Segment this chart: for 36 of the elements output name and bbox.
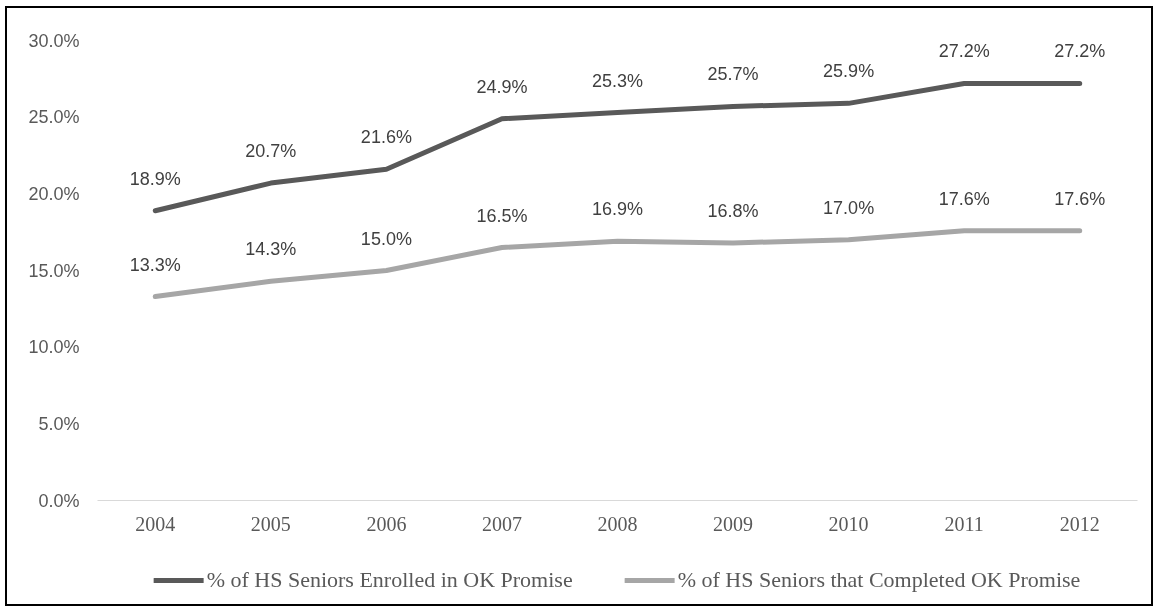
- x-tick-label: 2010: [828, 512, 869, 535]
- x-tick-label: 2006: [366, 512, 407, 535]
- y-tick-label: 15.0%: [28, 260, 80, 281]
- y-tick-label: 20.0%: [28, 183, 80, 204]
- data-label: 24.9%: [476, 76, 528, 97]
- y-tick-label: 5.0%: [38, 413, 80, 434]
- data-label: 14.3%: [245, 239, 297, 260]
- x-tick-label: 2009: [713, 512, 754, 535]
- data-label: 17.0%: [823, 197, 875, 218]
- data-label: 27.2%: [1054, 41, 1106, 62]
- x-tick-label: 2007: [481, 512, 522, 535]
- data-label: 15.0%: [360, 228, 412, 249]
- x-tick-label: 2004: [135, 512, 176, 535]
- data-label: 18.9%: [129, 168, 181, 189]
- y-tick-label: 0.0%: [38, 490, 80, 511]
- data-label: 16.8%: [707, 200, 759, 221]
- x-tick-label: 2005: [250, 512, 291, 535]
- legend-label: % of HS Seniors Enrolled in OK Promise: [206, 567, 573, 593]
- data-label: 25.3%: [591, 70, 644, 91]
- data-label: 17.6%: [938, 188, 990, 209]
- legend-label: % of HS Seniors that Completed OK Promise: [677, 567, 1081, 593]
- y-tick-label: 25.0%: [28, 107, 80, 128]
- data-label: 25.9%: [823, 61, 875, 82]
- data-label: 21.6%: [360, 127, 412, 148]
- data-label: 20.7%: [245, 141, 297, 162]
- y-tick-label: 30.0%: [28, 30, 80, 51]
- x-tick-label: 2011: [944, 512, 984, 535]
- x-tick-label: 2012: [1059, 512, 1100, 535]
- data-label: 27.2%: [938, 41, 990, 62]
- y-tick-label: 10.0%: [28, 337, 80, 358]
- x-tick-label: 2008: [597, 512, 638, 535]
- data-label: 25.7%: [707, 64, 759, 85]
- data-label: 13.3%: [129, 254, 181, 275]
- data-label: 16.9%: [591, 199, 644, 220]
- data-label: 17.6%: [1054, 188, 1106, 209]
- data-label: 16.5%: [476, 205, 528, 226]
